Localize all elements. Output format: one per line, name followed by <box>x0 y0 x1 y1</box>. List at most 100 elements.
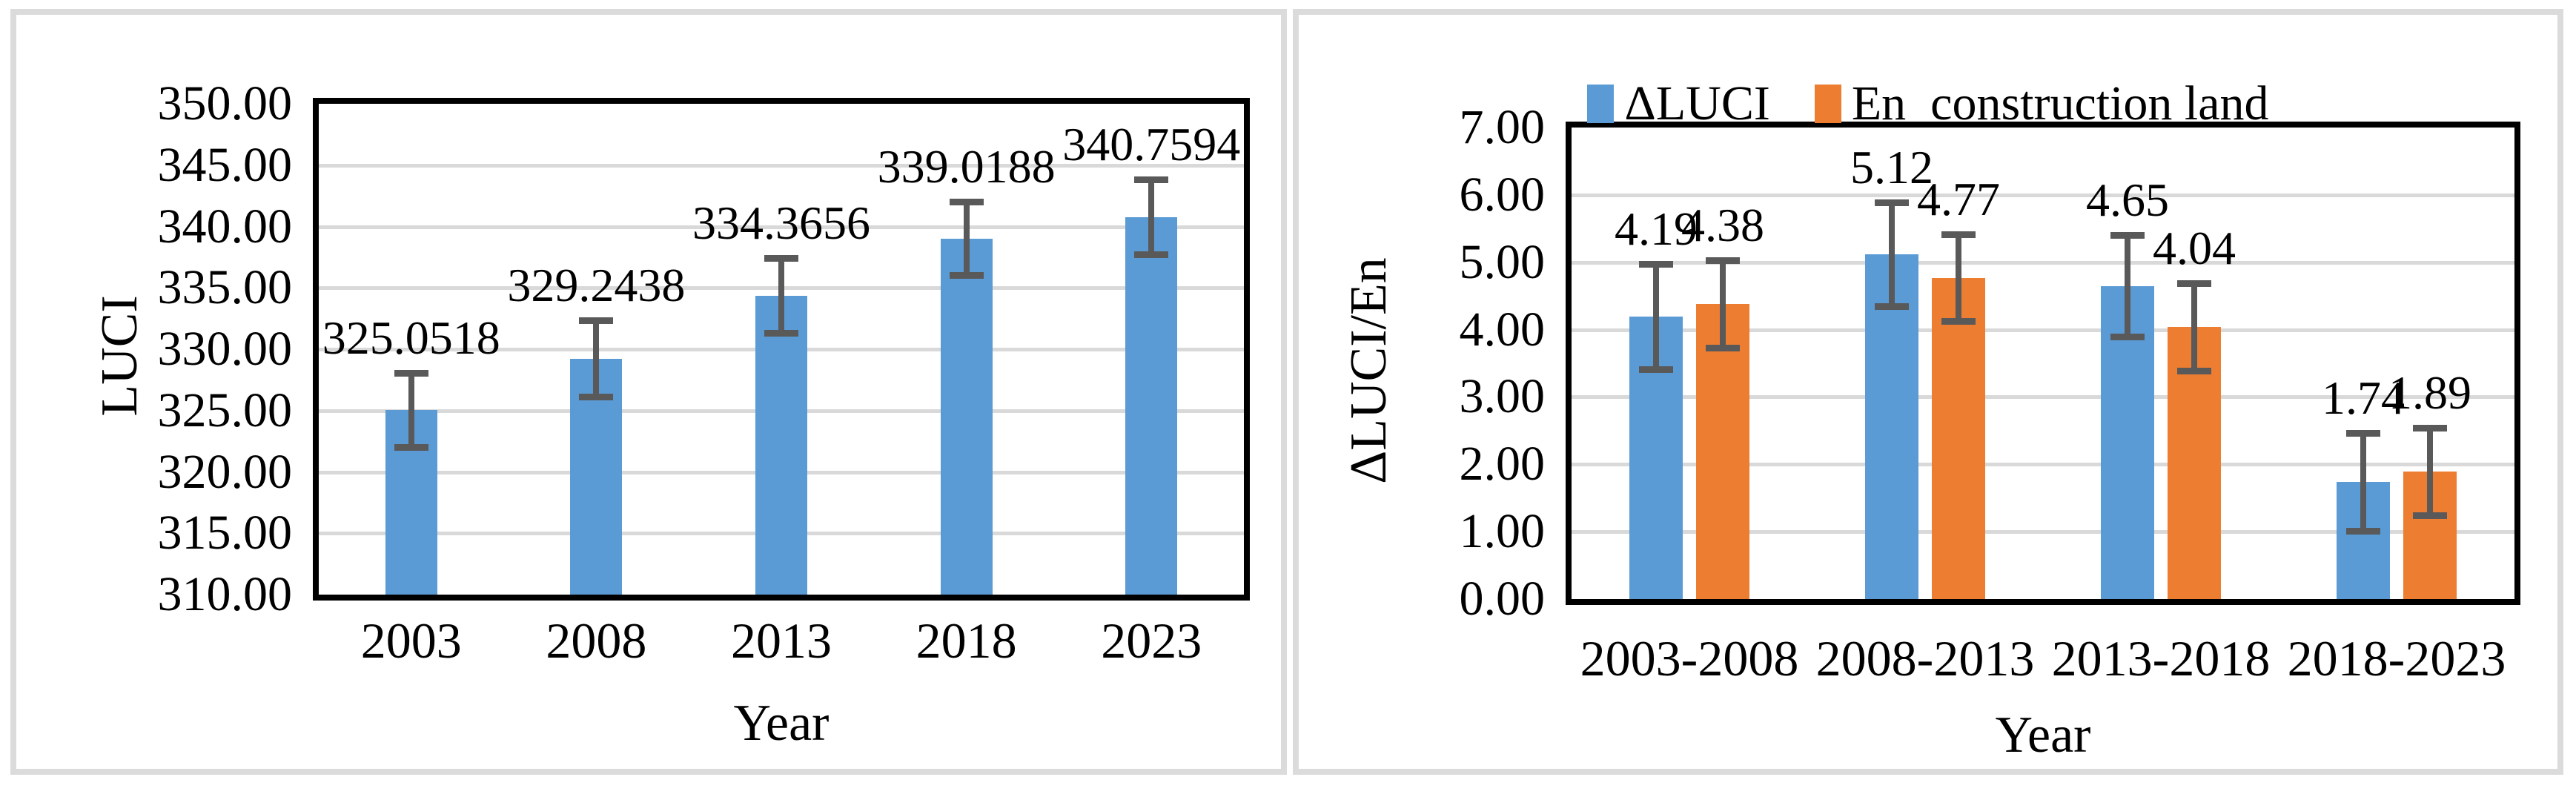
y-axis-tick-label: 325.00 <box>157 383 293 437</box>
error-bar-top-cap <box>1706 257 1740 264</box>
bar-luci <box>755 295 807 595</box>
y-axis-tick-label: 2.00 <box>1459 437 1546 492</box>
error-bar <box>2427 428 2433 516</box>
data-label: 4.19 <box>1615 202 1698 256</box>
y-axis-tick-label: 350.00 <box>157 76 293 130</box>
legend-label: ΔLUCI <box>1624 76 1770 130</box>
bar-en_construction-land <box>1932 277 1985 599</box>
bar-luci <box>1125 216 1178 595</box>
gridline <box>1572 463 2514 467</box>
y-axis-tick-label: 335.00 <box>157 260 293 315</box>
data-label: 334.3656 <box>692 196 870 250</box>
legend-swatch-icon <box>1587 85 1615 123</box>
error-bar <box>1956 234 1961 321</box>
error-bar-top-cap <box>949 199 984 206</box>
bar-luci <box>940 238 993 595</box>
error-bar <box>1720 259 1726 348</box>
delta-luci-chart-panel: ΔLUCI En_construction land ΔLUCI/En 0.00 1… <box>1293 9 2563 775</box>
error-bar-bottom-cap <box>1706 345 1740 352</box>
error-bar-top-cap <box>2346 429 2380 437</box>
x-axis-tick-label: 2008 <box>546 612 647 669</box>
y-axis-tick-label: 1.00 <box>1459 504 1546 559</box>
y-axis-tick-label: 320.00 <box>157 444 293 499</box>
y-axis-tick-label: 3.00 <box>1459 369 1546 424</box>
error-bar <box>593 320 600 397</box>
data-label: 4.38 <box>1681 198 1764 251</box>
error-bar-bottom-cap <box>1639 366 1673 374</box>
y-axis-tick-label: 330.00 <box>157 322 293 376</box>
x-axis-tick-label: 2023 <box>1101 612 1202 669</box>
legend-item: En_construction land <box>1814 76 2269 130</box>
data-label: 4.77 <box>1917 173 2000 226</box>
data-label: 4.65 <box>2086 173 2169 227</box>
x-axis-title: Year <box>1995 707 2091 764</box>
y-axis-tick-label: 6.00 <box>1459 167 1546 222</box>
y-axis-tick-label: 340.00 <box>157 199 293 254</box>
luci-chart-panel: LUCI 310.00 315.00 320.00 325.00 330.00 335.0… <box>10 9 1287 775</box>
error-bar-top-cap <box>2110 232 2145 239</box>
y-axis-tick-label: 310.00 <box>157 567 293 621</box>
y-axis-tick-label: 315.00 <box>157 506 293 560</box>
error-bar-top-cap <box>2413 425 2447 432</box>
x-axis-title: Year <box>733 695 830 752</box>
error-bar-bottom-cap <box>579 393 614 400</box>
x-axis-tick-label: 2003 <box>360 612 462 669</box>
x-axis-tick-label: 2013 <box>731 612 832 669</box>
error-bar-bottom-cap <box>2346 528 2380 535</box>
x-axis-tick-label: 2013-2018 <box>2051 630 2271 687</box>
error-bar <box>1889 202 1895 306</box>
gridline <box>1572 260 2514 265</box>
error-bar-top-cap <box>579 317 614 325</box>
error-bar <box>2125 235 2130 337</box>
error-bar-bottom-cap <box>1134 251 1169 259</box>
error-bar <box>2191 282 2197 371</box>
error-bar-bottom-cap <box>394 443 428 451</box>
y-axis-tick-label: 345.00 <box>157 137 293 192</box>
error-bar-bottom-cap <box>2177 367 2211 374</box>
error-bar-top-cap <box>1639 261 1673 268</box>
error-bar-top-cap <box>1941 231 1976 239</box>
data-label: 329.2438 <box>507 259 686 312</box>
gridline <box>319 225 1244 229</box>
legend: ΔLUCI En_construction land <box>1299 79 2557 129</box>
error-bar-top-cap <box>764 255 798 262</box>
error-bar-top-cap <box>1875 199 1909 206</box>
error-bar-top-cap <box>1134 176 1169 184</box>
legend-item: ΔLUCI <box>1587 76 1770 130</box>
x-axis-tick-label: 2003-2008 <box>1580 630 1799 687</box>
error-bar-bottom-cap <box>764 330 798 337</box>
gridline <box>1572 328 2514 332</box>
data-label: 4.04 <box>2153 221 2236 274</box>
data-label: 1.74 <box>2322 371 2405 424</box>
data-label: 1.89 <box>2388 366 2471 420</box>
error-bar <box>778 258 784 334</box>
x-axis-tick-label: 2008-2013 <box>1815 630 2035 687</box>
error-bar-top-cap <box>2177 280 2211 287</box>
y-axis-tick-label: 7.00 <box>1459 100 1546 154</box>
data-label: 340.7594 <box>1062 118 1241 171</box>
error-bar <box>1653 264 1659 370</box>
error-bar-bottom-cap <box>949 272 984 280</box>
bar--luci <box>1865 254 1918 599</box>
data-label: 5.12 <box>1850 140 1933 194</box>
data-label: 339.0188 <box>877 140 1056 194</box>
gridline <box>1572 395 2514 400</box>
error-bar-top-cap <box>394 370 428 377</box>
error-bar-bottom-cap <box>1875 302 1909 310</box>
gridline <box>1572 193 2514 197</box>
error-bar-bottom-cap <box>2110 333 2145 340</box>
bar-en_construction-land <box>1696 304 1749 599</box>
x-axis-tick-label: 2018-2023 <box>2287 630 2506 687</box>
y-axis-tick-label: 0.00 <box>1459 572 1546 626</box>
gridline <box>319 163 1244 168</box>
data-label: 325.0518 <box>322 311 500 365</box>
error-bar-bottom-cap <box>2413 512 2447 520</box>
error-bar <box>963 202 970 276</box>
error-bar <box>1148 179 1155 255</box>
x-axis-tick-label: 2018 <box>915 612 1017 669</box>
error-bar-bottom-cap <box>1941 317 1976 325</box>
y-axis-tick-label: 5.00 <box>1459 234 1546 289</box>
error-bar <box>2360 432 2366 532</box>
legend-label: En_construction land <box>1851 76 2269 130</box>
